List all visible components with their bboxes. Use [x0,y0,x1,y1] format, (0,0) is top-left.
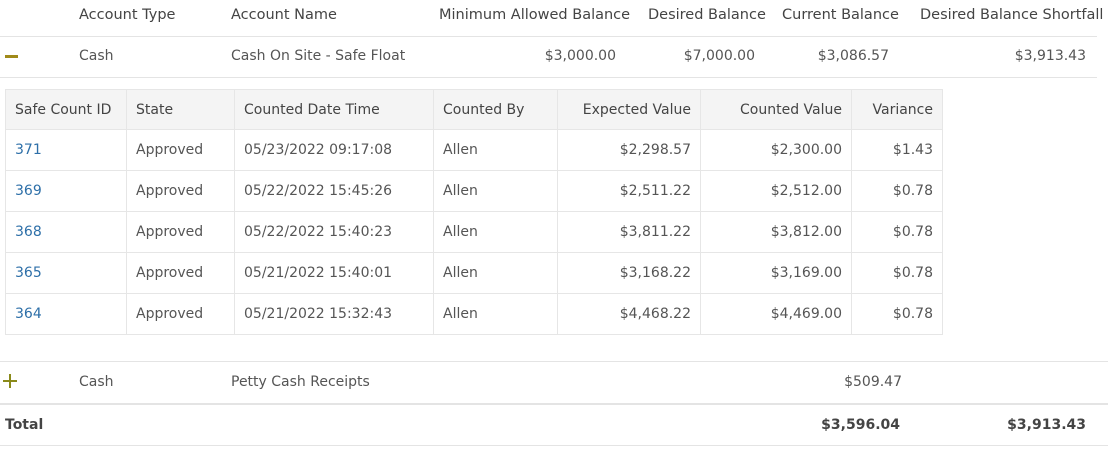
col-current-balance: Current Balance [782,7,899,23]
expected-value-cell: $3,811.22 [557,211,701,253]
counted-value-cell: $3,812.00 [700,211,852,253]
col-expected-value: Expected Value [557,89,701,130]
counted-datetime-cell: 05/21/2022 15:40:01 [234,252,434,294]
variance-cell: $0.78 [851,170,943,212]
account-type: Cash [79,48,114,64]
counted-datetime-cell: 05/22/2022 15:45:26 [234,170,434,212]
counted-by-cell: Allen [433,293,558,335]
safe-count-id-link[interactable]: 365 [15,265,42,281]
expected-value-cell: $3,168.22 [557,252,701,294]
col-counted-by: Counted By [433,89,558,130]
counted-by-cell: Allen [433,170,558,212]
safe-count-id-cell: 365 [5,252,127,294]
col-min-balance: Minimum Allowed Balance [439,7,631,23]
counted-value-cell: $3,169.00 [700,252,852,294]
counted-value-cell: $4,469.00 [700,293,852,335]
desired-balance: $7,000.00 [683,48,755,64]
safe-count-id-cell: 368 [5,211,127,253]
variance-cell: $0.78 [851,252,943,294]
col-counted-datetime: Counted Date Time [234,89,434,130]
safe-count-row: 365 Approved 05/21/2022 15:40:01 Allen $3,16… [5,252,943,294]
account-row[interactable]: Cash Petty Cash Receipts $509.47 [0,362,1112,402]
expected-value-cell: $4,468.22 [557,293,701,335]
divider [0,77,1097,78]
state-cell: Approved [126,170,235,212]
counted-value-cell: $2,300.00 [700,129,852,171]
accounts-table-header: Account Type Account Name Minimum Allowe… [0,0,1112,34]
account-name: Cash On Site - Safe Float [231,48,406,64]
state-cell: Approved [126,211,235,253]
counted-by-cell: Allen [433,211,558,253]
counted-datetime-cell: 05/21/2022 15:32:43 [234,293,434,335]
min-balance: $3,000.00 [544,48,616,64]
col-variance: Variance [851,89,943,130]
safe-count-header-row: Safe Count ID State Counted Date Time Co… [5,89,943,130]
total-current-balance: $3,596.04 [821,417,900,433]
safe-count-id-cell: 371 [5,129,127,171]
safe-count-row: 371 Approved 05/23/2022 09:17:08 Allen $2,29… [5,129,943,171]
state-cell: Approved [126,293,235,335]
state-cell: Approved [126,129,235,171]
safe-count-id-link[interactable]: 371 [15,142,42,158]
expected-value-cell: $2,511.22 [557,170,701,212]
counted-value-cell: $2,512.00 [700,170,852,212]
shortfall: $3,913.43 [1014,48,1086,64]
counted-datetime-cell: 05/23/2022 09:17:08 [234,129,434,171]
counted-datetime-cell: 05/22/2022 15:40:23 [234,211,434,253]
safe-count-id-link[interactable]: 369 [15,183,42,199]
variance-cell: $0.78 [851,293,943,335]
expand-icon[interactable] [3,374,17,388]
account-type: Cash [79,374,114,390]
col-account-type: Account Type [79,7,176,23]
divider [0,403,1108,405]
safe-count-id-link[interactable]: 368 [15,224,42,240]
safe-count-id-link[interactable]: 364 [15,306,42,322]
col-counted-value: Counted Value [700,89,852,130]
col-state: State [126,89,235,130]
total-label: Total [5,417,44,433]
variance-cell: $1.43 [851,129,943,171]
state-cell: Approved [126,252,235,294]
safe-count-id-cell: 364 [5,293,127,335]
variance-cell: $0.78 [851,211,943,253]
safe-count-row: 368 Approved 05/22/2022 15:40:23 Allen $3,81… [5,211,943,253]
total-shortfall: $3,913.43 [1007,417,1086,433]
collapse-icon[interactable] [5,55,18,58]
col-shortfall: Desired Balance Shortfall [920,7,1104,23]
col-safe-count-id: Safe Count ID [5,89,127,130]
counted-by-cell: Allen [433,129,558,171]
current-balance: $3,086.57 [817,48,889,64]
current-balance: $509.47 [844,374,902,390]
safe-count-row: 369 Approved 05/22/2022 15:45:26 Allen $2,51… [5,170,943,212]
account-row[interactable]: Cash Cash On Site - Safe Float $3,000.00… [0,37,1112,77]
counted-by-cell: Allen [433,252,558,294]
expected-value-cell: $2,298.57 [557,129,701,171]
col-desired-balance: Desired Balance [648,7,766,23]
safe-count-table: Safe Count ID State Counted Date Time Co… [5,89,943,335]
total-row: Total $3,596.04 $3,913.43 [0,405,1112,445]
divider [0,445,1108,446]
divider [0,36,1097,37]
safe-count-row: 364 Approved 05/21/2022 15:32:43 Allen $4,46… [5,293,943,335]
col-account-name: Account Name [231,7,337,23]
account-name: Petty Cash Receipts [231,374,370,390]
divider [0,361,1108,362]
safe-count-id-cell: 369 [5,170,127,212]
